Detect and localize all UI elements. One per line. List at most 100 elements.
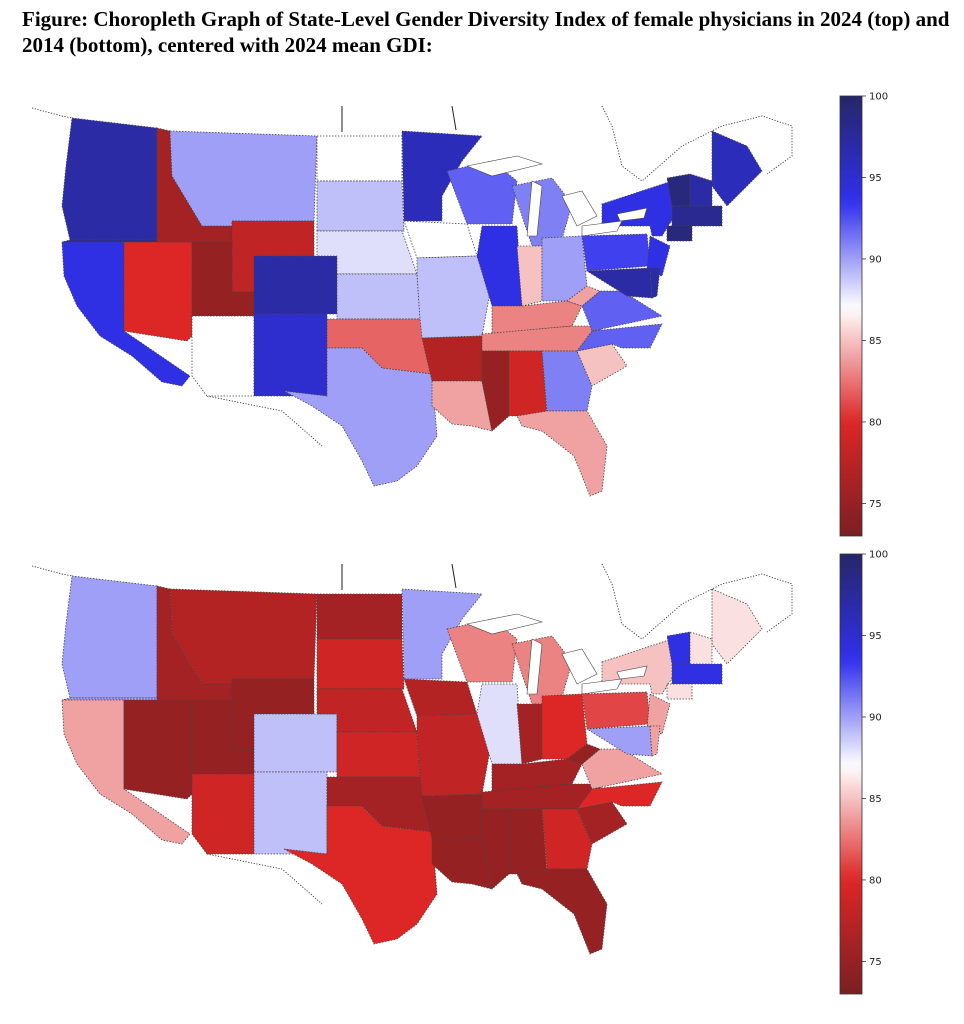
great-lake-3	[561, 190, 598, 227]
colorbar-tick-label: 75	[869, 957, 882, 968]
map-panel-2014: WAORCANVIDMTWYUTAZCONMNDSDNEKSOKTXMNIAMO…	[22, 544, 952, 996]
state-pa: PA	[581, 233, 651, 272]
state-mt: MT	[169, 130, 318, 227]
great-lake-5	[616, 665, 648, 680]
state-wv: WV	[566, 285, 601, 307]
state-ct: CT	[666, 225, 693, 242]
colorbar-tick-label: 95	[869, 173, 882, 184]
state-tx: TX	[283, 347, 438, 487]
state-ma: MA	[671, 663, 723, 685]
state-wa: WA	[61, 117, 158, 241]
state-va: VA	[581, 748, 664, 790]
state-al: AL	[508, 808, 548, 875]
state-ks: KS	[336, 731, 421, 778]
state-sd: SD	[316, 638, 405, 690]
colorbar-tick-label: 90	[869, 712, 882, 723]
state-nj: NJ	[646, 693, 671, 735]
state-me: ME	[711, 130, 763, 207]
state-sc: SC	[576, 801, 628, 845]
canada-border-line	[341, 105, 457, 132]
state-nv: NV	[123, 699, 193, 800]
state-tn: TN	[481, 783, 603, 810]
state-id: ID	[156, 127, 233, 243]
state-co: CO	[253, 713, 338, 773]
state-nd: ND	[316, 135, 403, 182]
state-de: DE	[649, 725, 661, 757]
state-ia: IA	[403, 220, 478, 259]
state-sc: SC	[576, 343, 628, 387]
colorbar	[839, 95, 863, 537]
state-ct: CT	[666, 683, 693, 700]
state-la: LA	[431, 380, 493, 432]
state-de: DE	[649, 267, 661, 299]
state-ms: MS	[481, 808, 510, 890]
great-lake-1	[465, 613, 544, 635]
colorbar-tick-label: 75	[869, 499, 882, 510]
state-id: ID	[156, 585, 233, 701]
state-sd: SD	[316, 180, 405, 232]
canada-border-line	[341, 563, 457, 590]
colorbar-tick-label: 100	[869, 92, 888, 103]
state-nv: NV	[123, 241, 193, 342]
colorbar-tick-label: 85	[869, 336, 882, 347]
state-pa: PA	[581, 691, 651, 730]
state-mi: MI	[511, 635, 573, 705]
state-mn: MN	[401, 130, 483, 222]
state-la: LA	[431, 838, 493, 890]
state-va: VA	[581, 290, 664, 332]
great-lake-2	[526, 638, 543, 695]
choropleth-map-2024: WAORCANVIDMTWYUTAZCONMNDSDNEKSOKTXMNIAMO…	[31, 92, 888, 537]
mexico-border-line	[206, 853, 323, 905]
state-nm: NM	[253, 313, 328, 397]
mexico-border-line	[206, 395, 323, 447]
state-ar: AR	[421, 793, 483, 840]
state-wa: WA	[61, 575, 158, 699]
state-nj: NJ	[646, 235, 671, 277]
state-co: CO	[253, 255, 338, 315]
state-ms: MS	[481, 350, 510, 432]
canada-east-coast-line	[601, 563, 793, 640]
colorbar-tick-label: 95	[869, 631, 882, 642]
state-ar: AR	[421, 335, 483, 382]
states-layer: WAORCANVIDMTWYUTAZCONMNDSDNEKSOKTXMNIAMO…	[61, 117, 763, 497]
canada-east-coast-line	[601, 105, 793, 182]
canada-coast-line	[31, 107, 73, 119]
canada-coast-line	[31, 565, 73, 577]
great-lake-3	[561, 648, 598, 685]
choropleth-map-2014: WAORCANVIDMTWYUTAZCONMNDSDNEKSOKTXMNIAMO…	[31, 550, 888, 995]
state-or: OR	[61, 239, 158, 243]
state-me: ME	[711, 588, 763, 665]
state-fl: FL	[516, 868, 608, 955]
colorbar-tick-label: 100	[869, 550, 888, 561]
state-ga: GA	[541, 808, 593, 870]
state-nc: NC	[576, 781, 663, 810]
state-az: AZ	[191, 315, 255, 397]
state-wv: WV	[566, 743, 601, 765]
state-nc: NC	[576, 323, 663, 352]
colorbar-tick-label: 85	[869, 794, 882, 805]
state-ia: IA	[403, 678, 478, 717]
state-mn: MN	[401, 588, 483, 680]
great-lake-5	[616, 207, 648, 222]
state-az: AZ	[191, 773, 255, 855]
state-nm: NM	[253, 771, 328, 855]
figure-title: Figure: Choropleth Graph of State-Level …	[22, 7, 950, 57]
state-ga: GA	[541, 350, 593, 412]
state-mi: MI	[511, 177, 573, 247]
state-wi: WI	[446, 618, 518, 683]
state-fl: FL	[516, 410, 608, 497]
map-panel-2024: WAORCANVIDMTWYUTAZCONMNDSDNEKSOKTXMNIAMO…	[22, 86, 952, 538]
colorbar-tick-label: 80	[869, 875, 882, 886]
state-ks: KS	[336, 273, 421, 320]
state-wi: WI	[446, 160, 518, 225]
state-nd: ND	[316, 593, 403, 640]
state-mt: MT	[169, 588, 318, 685]
state-in: IN	[516, 703, 543, 765]
colorbar-tick-label: 90	[869, 254, 882, 265]
state-tn: TN	[481, 325, 603, 352]
colorbar	[839, 553, 863, 995]
state-al: AL	[508, 350, 548, 417]
great-lake-4	[581, 220, 623, 237]
great-lake-4	[581, 678, 623, 695]
great-lake-2	[526, 180, 543, 237]
